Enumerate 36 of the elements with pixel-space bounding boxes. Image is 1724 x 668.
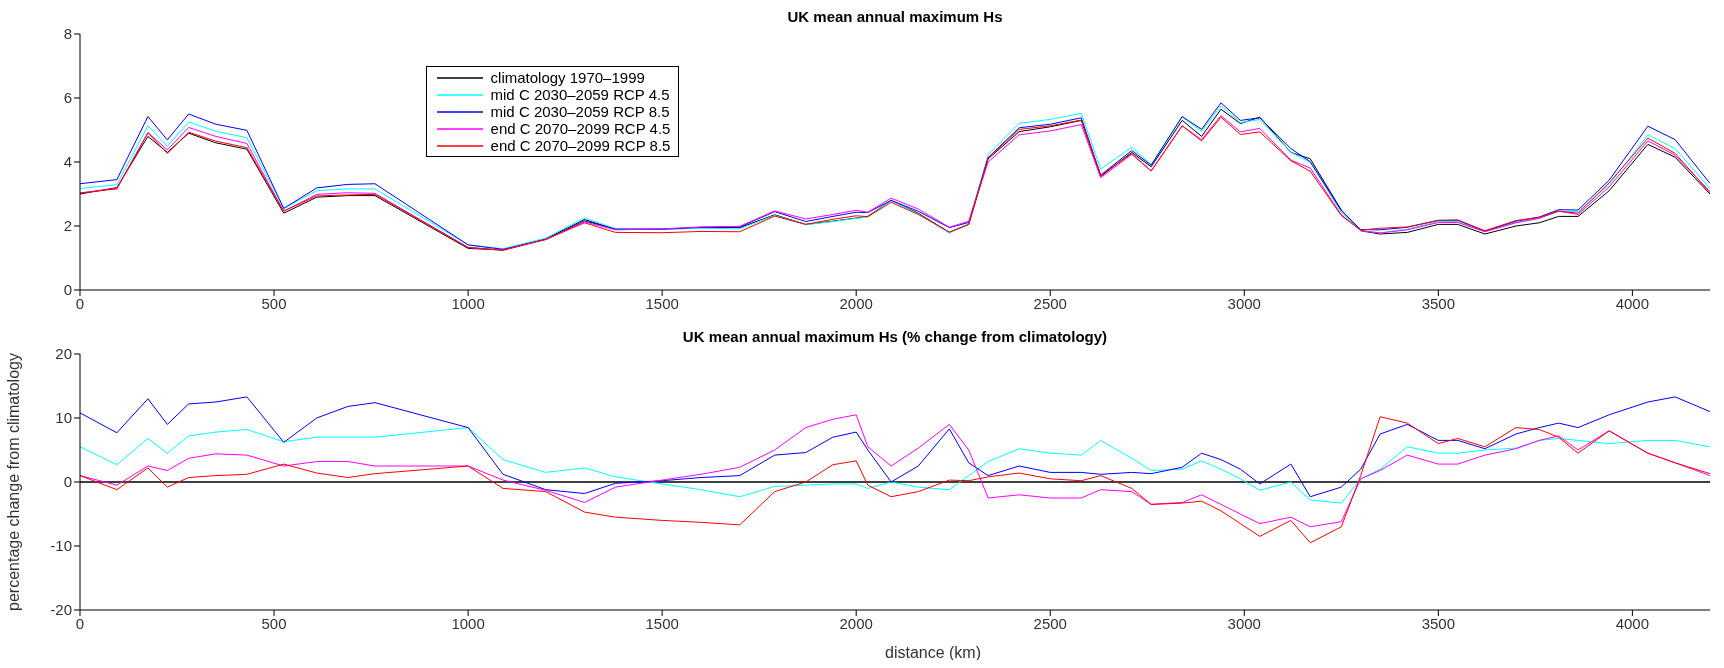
legend-label: end C 2070–2099 RCP 8.5 <box>490 137 671 154</box>
legend-label: climatology 1970–1999 <box>490 69 645 86</box>
legend-label: end C 2070–2099 RCP 4.5 <box>490 120 671 137</box>
legend-label: mid C 2030–2059 RCP 8.5 <box>490 103 670 120</box>
x-tick-label: 4000 <box>1615 614 1650 632</box>
y-tick-label: 0 <box>63 473 72 491</box>
x-tick-label: 2000 <box>839 294 873 312</box>
x-tick-label: 0 <box>75 294 85 312</box>
x-tick-label: 0 <box>75 614 85 632</box>
x-tick-label: 1500 <box>645 614 679 632</box>
chart-title: UK mean annual maximum Hs <box>786 8 1004 25</box>
x-tick-label: 3000 <box>1227 294 1261 312</box>
y-tick-label: 2 <box>63 217 72 235</box>
x-tick-label: 2000 <box>839 614 873 632</box>
x-tick-label: 2500 <box>1033 294 1067 312</box>
x-tick-label: 3500 <box>1421 294 1456 312</box>
x-tick-label: 500 <box>261 614 287 632</box>
y-tick-label: 6 <box>63 89 72 107</box>
x-tick-label: 1000 <box>451 614 485 632</box>
y-tick-label: 0 <box>63 281 72 299</box>
y-tick-label: 20 <box>55 345 72 363</box>
x-tick-label: 1500 <box>645 294 679 312</box>
x-tick-label: 1000 <box>451 294 485 312</box>
x-tick-label: 500 <box>261 294 287 312</box>
x-tick-label: 3500 <box>1421 614 1456 632</box>
y-tick-label: -10 <box>50 537 72 555</box>
x-tick-label: 3000 <box>1227 614 1261 632</box>
chart-title: UK mean annual maximum Hs (% change from climatology) <box>681 328 1109 345</box>
y-tick-label: 4 <box>63 153 72 171</box>
y-tick-label: 10 <box>55 409 72 427</box>
legend-label: mid C 2030–2059 RCP 4.5 <box>490 86 670 103</box>
y-tick-label: 8 <box>63 25 72 43</box>
y-axis-title: percentage change from climatology <box>5 353 23 611</box>
x-tick-label: 4000 <box>1615 294 1650 312</box>
y-tick-label: -20 <box>50 601 72 619</box>
x-tick-label: 2500 <box>1033 614 1067 632</box>
